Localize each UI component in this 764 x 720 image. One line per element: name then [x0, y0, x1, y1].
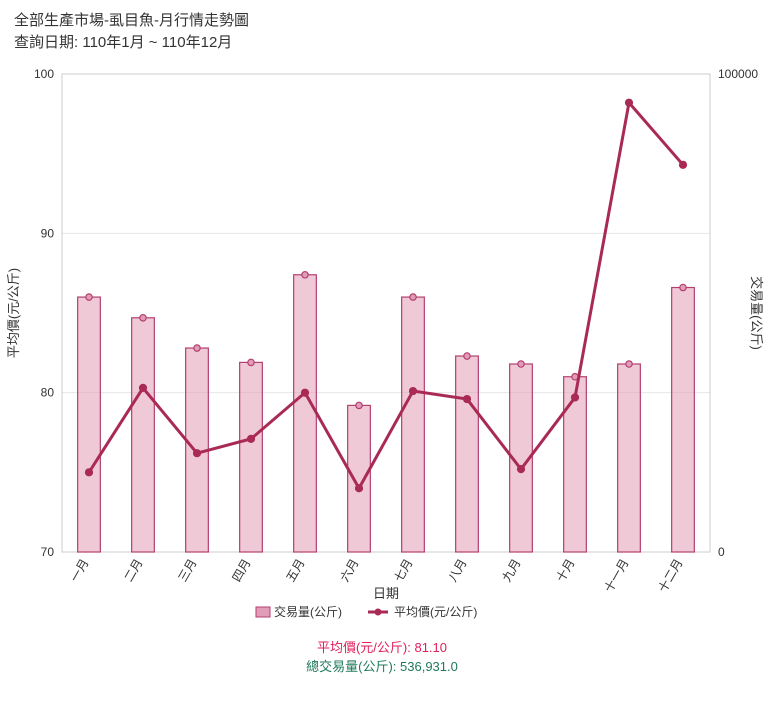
- summary-block: 平均價(元/公斤): 81.10 總交易量(公斤): 536,931.0: [0, 638, 764, 677]
- volume-bar: [402, 297, 425, 552]
- summary-avg-price-value: 81.10: [414, 640, 447, 655]
- volume-bar: [78, 297, 101, 552]
- title-line-2: 查詢日期: 110年1月 ~ 110年12月: [14, 32, 750, 54]
- x-category-label: 五月: [283, 556, 307, 584]
- price-marker: [302, 389, 309, 396]
- volume-bar: [132, 317, 155, 551]
- x-category-label: 八月: [445, 556, 469, 584]
- y-right-axis-title: 交易量(公斤): [749, 276, 764, 350]
- summary-avg-price: 平均價(元/公斤): 81.10: [317, 640, 447, 655]
- volume-bar-marker: [356, 402, 362, 408]
- volume-bar-marker: [518, 360, 524, 366]
- x-category-label: 三月: [175, 556, 199, 584]
- volume-bar: [672, 287, 695, 551]
- y-left-tick-label: 100: [34, 67, 54, 81]
- x-category-label: 十一月: [601, 556, 631, 594]
- x-category-label: 十月: [553, 556, 577, 584]
- plot-holder: 70 80 90 100 0 100000 一月 二月 三月 四月 五月 六月 七月 八月 九月 十月十一月十…: [0, 54, 764, 634]
- volume-bar-marker: [680, 284, 686, 290]
- price-marker: [86, 468, 93, 475]
- price-marker: [464, 395, 471, 402]
- y-left-tick-label: 70: [41, 545, 55, 559]
- summary-total-volume-label: 總交易量(公斤):: [306, 659, 400, 674]
- volume-bar-marker: [626, 360, 632, 366]
- volume-bar-marker: [410, 293, 416, 299]
- header-block: 全部生產市場-虱目魚-月行情走勢圖 查詢日期: 110年1月 ~ 110年12月: [0, 0, 764, 54]
- x-category-label: 二月: [121, 556, 145, 584]
- chart-page: 全部生產市場-虱目魚-月行情走勢圖 查詢日期: 110年1月 ~ 110年12月…: [0, 0, 764, 720]
- price-marker: [410, 387, 417, 394]
- summary-total-volume: 總交易量(公斤): 536,931.0: [306, 659, 458, 674]
- price-marker: [140, 384, 147, 391]
- legend-label-bar: 交易量(公斤): [274, 604, 342, 619]
- volume-bar: [564, 376, 587, 551]
- y-left-tick-label: 90: [41, 226, 55, 240]
- volume-bar-marker: [248, 359, 254, 365]
- x-axis-title: 日期: [373, 586, 399, 601]
- plot-border: [62, 74, 710, 552]
- volume-bar: [348, 405, 371, 552]
- price-marker: [572, 393, 579, 400]
- summary-total-volume-value: 536,931.0: [400, 659, 458, 674]
- price-marker: [626, 99, 633, 106]
- volume-bar: [618, 363, 641, 551]
- legend-swatch-line-marker: [375, 609, 381, 615]
- price-marker: [356, 484, 363, 491]
- x-category-label: 九月: [499, 556, 523, 584]
- legend-swatch-bar: [256, 607, 270, 617]
- legend-label-line: 平均價(元/公斤): [394, 605, 477, 619]
- volume-bar-marker: [86, 293, 92, 299]
- chart-svg: 70 80 90 100 0 100000 一月 二月 三月 四月 五月 六月 七月 八月 九月 十月十一月十…: [0, 54, 764, 634]
- price-line: [89, 102, 683, 488]
- price-marker: [518, 465, 525, 472]
- price-marker: [248, 435, 255, 442]
- volume-bar-marker: [194, 344, 200, 350]
- summary-avg-price-label: 平均價(元/公斤):: [317, 640, 415, 655]
- y-left-axis-title: 平均價(元/公斤): [6, 267, 21, 357]
- x-category-label: 四月: [229, 556, 253, 584]
- title-line-1: 全部生產市場-虱目魚-月行情走勢圖: [14, 10, 750, 32]
- volume-bar-marker: [464, 352, 470, 358]
- volume-bar: [294, 274, 317, 551]
- price-marker: [194, 449, 201, 456]
- volume-bar-marker: [302, 271, 308, 277]
- y-left-tick-label: 80: [41, 385, 55, 399]
- price-marker: [680, 161, 687, 168]
- y-right-tick-label: 100000: [718, 67, 758, 81]
- x-category-label: 六月: [337, 556, 361, 584]
- x-category-label: 七月: [391, 556, 415, 584]
- volume-bar-marker: [140, 314, 146, 320]
- x-category-label: 十二月: [655, 556, 685, 594]
- volume-bar: [456, 356, 479, 552]
- y-right-tick-label: 0: [718, 545, 725, 559]
- x-category-label: 一月: [67, 556, 91, 584]
- volume-bar: [240, 362, 263, 552]
